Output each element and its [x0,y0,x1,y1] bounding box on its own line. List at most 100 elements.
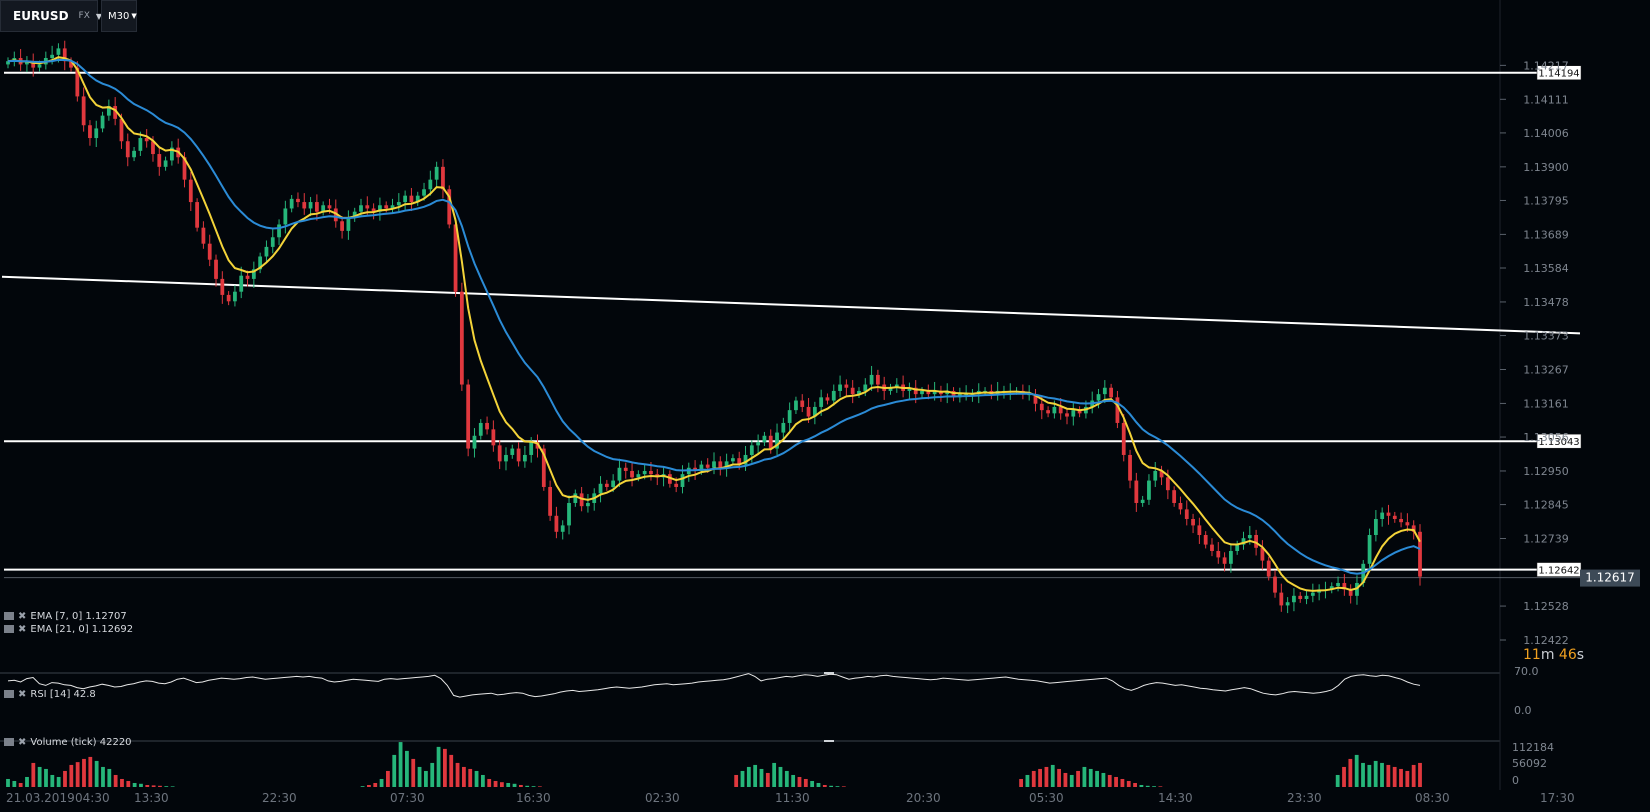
candle-body [907,387,912,391]
candle-body [529,442,534,455]
candle-body [611,480,616,487]
timer-minutes: 11 [1523,647,1541,663]
candle-body [81,96,86,126]
candle-body [1178,502,1183,510]
volume-bar [816,782,821,787]
candle-body [674,483,679,487]
time-tick-label: 17:30 [1540,791,1575,805]
indicator-volume[interactable]: ✖ Volume (tick) 42220 [4,737,132,748]
pane-resize-handle[interactable] [824,672,834,674]
candle-body [1380,512,1385,519]
candle-body [604,483,609,487]
candle-body [207,243,212,260]
timer-seconds-unit: s [1576,647,1585,663]
price-axis: 1.14217 1.14111 1.14006 1.13900 1.13795 1.136… [1500,59,1569,647]
volume-bar [1095,770,1099,787]
close-icon[interactable]: ✖ [18,737,27,748]
candle-body [623,467,628,471]
indicator-rsi[interactable]: ✖ RSI [14] 42.8 [4,689,96,700]
candle-body [554,515,559,532]
time-tick-label: 05:30 [1029,791,1064,805]
candle-body [636,474,641,478]
candle-body [245,275,250,279]
candle-body [926,390,931,395]
close-icon[interactable]: ✖ [18,624,27,635]
settings-icon[interactable] [4,612,14,620]
candle-body [523,454,527,462]
candle-body [598,483,603,494]
ema21-line [7,58,1421,575]
timer-seconds: 46 [1558,647,1577,663]
price-tick-label: 1.13267 [1523,363,1569,376]
indicator-ema7[interactable]: ✖ EMA [7, 0] 1.12707 [4,611,127,622]
volume-bar [1063,772,1068,787]
volume-bar [1133,782,1137,787]
settings-icon[interactable] [4,625,14,633]
candle-body [94,128,99,139]
candle-body [1254,534,1258,548]
candle-body [541,448,546,487]
time-tick-label: 14:30 [1158,791,1193,805]
candle-body [25,61,29,65]
candle-body [365,205,370,209]
volume-bar [512,783,517,787]
settings-icon[interactable] [4,738,14,746]
candle-body [1310,592,1315,596]
candle-body [1203,534,1208,545]
pane-resize-handle[interactable] [824,740,834,742]
volume-bar [1386,764,1391,787]
volume-bar [360,786,365,787]
candle-body [333,208,338,222]
candle-body [359,205,363,212]
candle-body [838,384,842,391]
candle-body [1077,410,1082,414]
candle-body [1399,518,1403,523]
candle-countdown: 11m 46s [1523,647,1584,663]
current-price-tag [1580,569,1640,587]
candle-body [1165,477,1170,491]
volume-bar [417,766,422,787]
candle-body [459,291,464,385]
candle-body [920,390,924,395]
candle-body [1058,406,1063,414]
volume-bar [746,766,751,787]
trendline[interactable] [1,275,1581,335]
volume-bar [803,778,808,787]
volume-bar [25,776,29,787]
candle-body [876,374,880,385]
timeframe-selector[interactable]: M30 ▼ [101,0,137,32]
price-tick-label: 1.12528 [1523,600,1569,613]
volume-bar [1405,770,1410,787]
volume-bar [499,782,504,787]
volume-bar [791,774,796,787]
candle-body [1128,454,1132,481]
volume-bar [1107,774,1112,787]
candle-body [1096,394,1101,401]
candle-body [642,470,647,475]
time-tick-label: 04:30 [75,791,110,805]
indicator-ema21[interactable]: ✖ EMA [21, 0] 1.12692 [4,624,133,635]
candlestick-series [6,40,1422,614]
volume-bar [474,770,479,787]
volume-bar [455,762,460,787]
candle-body [869,374,874,385]
candle-body [428,179,433,190]
candle-body [850,387,855,395]
candle-body [296,198,300,203]
candle-body [201,227,206,244]
candle-body [69,61,73,68]
settings-icon[interactable] [4,690,14,698]
candle-body [945,390,950,395]
candle-body [1235,544,1240,552]
candle-body [712,461,716,468]
volume-bar [772,762,777,787]
candle-body [491,429,496,446]
symbol-selector[interactable]: EURUSD FX ▼ [0,0,102,32]
candle-body [825,397,830,401]
volume-bar [63,770,67,787]
close-icon[interactable]: ✖ [18,689,27,700]
level-price-tag [1536,562,1582,577]
volume-bar [531,786,536,787]
close-icon[interactable]: ✖ [18,611,27,622]
